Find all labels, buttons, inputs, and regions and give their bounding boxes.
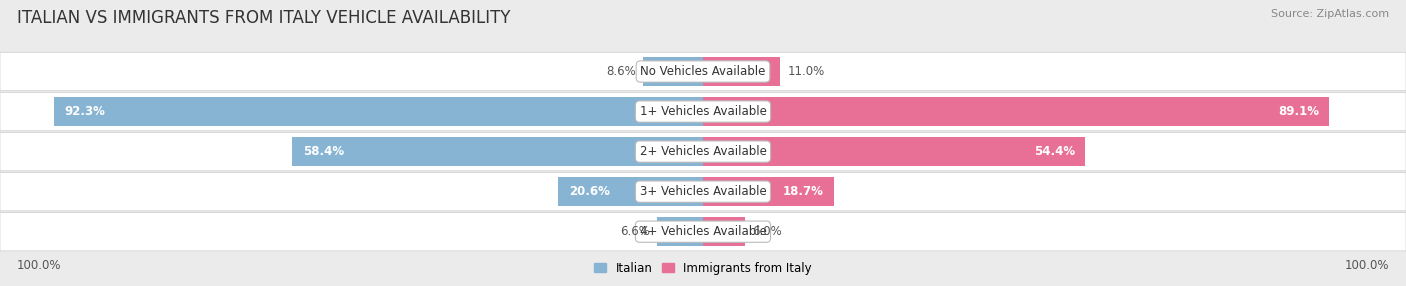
- Text: 6.6%: 6.6%: [620, 225, 650, 238]
- Text: 3+ Vehicles Available: 3+ Vehicles Available: [640, 185, 766, 198]
- Text: 1+ Vehicles Available: 1+ Vehicles Available: [640, 105, 766, 118]
- FancyBboxPatch shape: [0, 132, 1406, 171]
- Legend: Italian, Immigrants from Italy: Italian, Immigrants from Italy: [592, 259, 814, 277]
- Text: 2+ Vehicles Available: 2+ Vehicles Available: [640, 145, 766, 158]
- Bar: [703, 217, 745, 246]
- Bar: [292, 137, 703, 166]
- Text: 89.1%: 89.1%: [1278, 105, 1319, 118]
- Text: 100.0%: 100.0%: [1344, 259, 1389, 273]
- FancyBboxPatch shape: [0, 172, 1406, 211]
- Bar: [703, 57, 780, 86]
- Text: 92.3%: 92.3%: [65, 105, 105, 118]
- Bar: [703, 177, 835, 206]
- Bar: [657, 217, 703, 246]
- Text: Source: ZipAtlas.com: Source: ZipAtlas.com: [1271, 9, 1389, 19]
- FancyBboxPatch shape: [0, 92, 1406, 131]
- Text: 54.4%: 54.4%: [1033, 145, 1074, 158]
- Text: 58.4%: 58.4%: [304, 145, 344, 158]
- Text: No Vehicles Available: No Vehicles Available: [640, 65, 766, 78]
- Bar: [53, 97, 703, 126]
- Text: 20.6%: 20.6%: [568, 185, 610, 198]
- Text: 11.0%: 11.0%: [787, 65, 824, 78]
- Bar: [703, 97, 1330, 126]
- FancyBboxPatch shape: [0, 52, 1406, 91]
- Bar: [643, 57, 703, 86]
- Text: 4+ Vehicles Available: 4+ Vehicles Available: [640, 225, 766, 238]
- Text: 18.7%: 18.7%: [783, 185, 824, 198]
- Text: ITALIAN VS IMMIGRANTS FROM ITALY VEHICLE AVAILABILITY: ITALIAN VS IMMIGRANTS FROM ITALY VEHICLE…: [17, 9, 510, 27]
- Bar: [703, 137, 1085, 166]
- FancyBboxPatch shape: [0, 212, 1406, 251]
- Text: 100.0%: 100.0%: [17, 259, 62, 273]
- Bar: [558, 177, 703, 206]
- Text: 8.6%: 8.6%: [606, 65, 636, 78]
- Text: 6.0%: 6.0%: [752, 225, 782, 238]
